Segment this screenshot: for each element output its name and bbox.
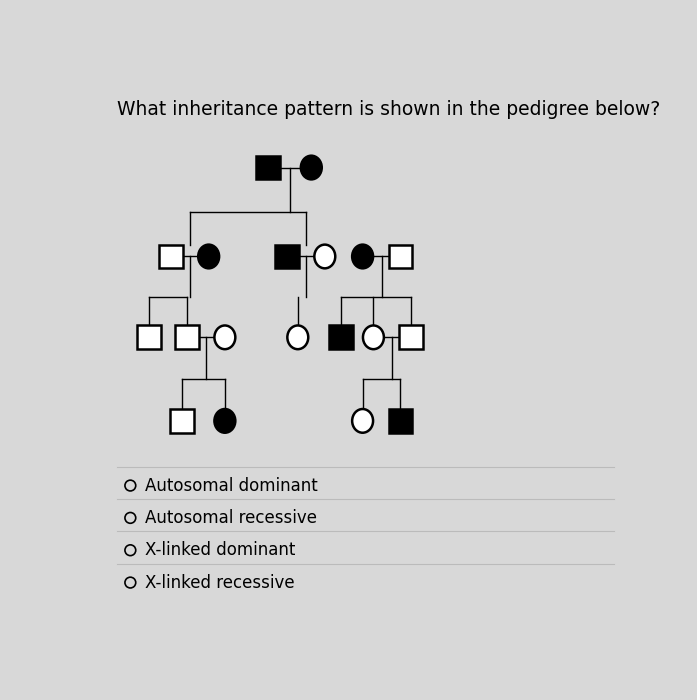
Bar: [399, 326, 423, 349]
Text: X-linked dominant: X-linked dominant: [146, 541, 296, 559]
Ellipse shape: [363, 326, 384, 349]
Bar: [256, 155, 280, 179]
Ellipse shape: [352, 409, 373, 433]
Text: Autosomal dominant: Autosomal dominant: [146, 477, 319, 495]
Ellipse shape: [198, 244, 219, 268]
Ellipse shape: [352, 244, 373, 268]
Ellipse shape: [215, 326, 236, 349]
Bar: [275, 244, 299, 268]
Bar: [170, 409, 194, 433]
Text: What inheritance pattern is shown in the pedigree below?: What inheritance pattern is shown in the…: [117, 100, 660, 119]
Text: X-linked recessive: X-linked recessive: [146, 573, 295, 592]
Ellipse shape: [215, 409, 236, 433]
Bar: [137, 326, 161, 349]
Ellipse shape: [314, 244, 335, 268]
Bar: [175, 326, 199, 349]
Ellipse shape: [301, 155, 322, 179]
Bar: [329, 326, 353, 349]
Ellipse shape: [287, 326, 308, 349]
Bar: [388, 244, 413, 268]
Bar: [159, 244, 183, 268]
Bar: [388, 409, 413, 433]
Text: Autosomal recessive: Autosomal recessive: [146, 509, 317, 527]
